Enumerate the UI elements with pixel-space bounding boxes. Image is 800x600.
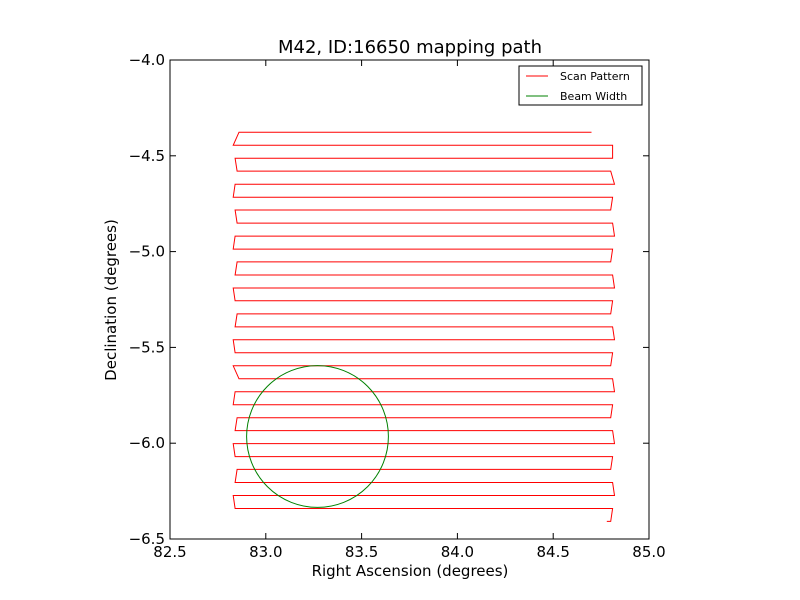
- x-tick-label: 83.5: [345, 543, 378, 561]
- y-tick-label: −5.5: [129, 338, 165, 356]
- y-tick-label: −4.0: [129, 51, 165, 69]
- legend: Scan Pattern Beam Width: [518, 65, 643, 106]
- chart-title: M42, ID:16650 mapping path: [278, 37, 542, 58]
- legend-label-scan-pattern: Scan Pattern: [560, 70, 630, 83]
- data-layer: [232, 131, 616, 522]
- x-tick-label: 84.0: [441, 543, 474, 561]
- x-tick-label: 82.5: [153, 543, 186, 561]
- x-tick-label: 83.0: [249, 543, 282, 561]
- x-tick-label: 85.0: [632, 543, 665, 561]
- ticks-layer: 82.5 83.0 83.5 84.0 84.5 85.0 −4.0 −4.5 −5.0 −5.5…: [129, 51, 666, 561]
- y-tick-label: −6.0: [129, 434, 165, 452]
- legend-label-beam-width: Beam Width: [560, 90, 627, 103]
- x-axis-label: Right Ascension (degrees): [312, 562, 509, 580]
- plot-frame: [169, 59, 650, 540]
- y-tick-label: −6.5: [129, 530, 165, 548]
- y-tick-label: −4.5: [129, 147, 165, 165]
- scan-pattern-line: [232, 131, 616, 522]
- beam-width-circle: [246, 365, 389, 508]
- y-axis-label: Declination (degrees): [102, 219, 120, 381]
- y-tick-label: −5.0: [129, 243, 165, 261]
- legend-box: [518, 65, 643, 106]
- x-tick-label: 84.5: [536, 543, 569, 561]
